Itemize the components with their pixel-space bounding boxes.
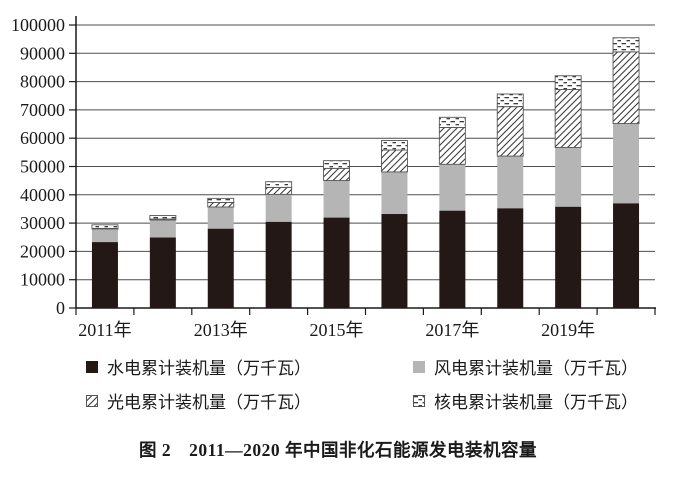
- svg-text:2019年: 2019年: [541, 320, 595, 340]
- figure-caption: 图 2 2011—2020 年中国非化石能源发电装机容量: [138, 440, 538, 460]
- legend-item-nuclear: 核电累计装机量（万千瓦）: [413, 388, 676, 413]
- svg-text:20000: 20000: [20, 241, 65, 261]
- legend-item-wind: 风电累计装机量（万千瓦）: [413, 354, 676, 379]
- svg-text:2015年: 2015年: [310, 320, 364, 340]
- wind-swatch-icon: [413, 360, 425, 373]
- chart-plot-area: 0 10000 20000 30000 40000 50000 60000 70000 8000…: [11, 15, 656, 340]
- svg-text:2013年: 2013年: [194, 320, 248, 340]
- svg-text:2017年: 2017年: [425, 320, 479, 340]
- svg-text:80000: 80000: [20, 72, 65, 92]
- legend-label-hydro: 水电累计装机量（万千瓦）: [107, 359, 311, 378]
- svg-text:100000: 100000: [11, 15, 65, 35]
- svg-text:50000: 50000: [20, 157, 65, 177]
- legend-label-solar: 光电累计装机量（万千瓦）: [107, 393, 311, 412]
- solar-swatch-icon: [86, 394, 98, 407]
- svg-text:0: 0: [56, 298, 65, 318]
- svg-text:40000: 40000: [20, 185, 65, 205]
- svg-text:90000: 90000: [20, 43, 65, 63]
- legend-item-solar: 光电累计装机量（万千瓦）: [86, 388, 413, 413]
- chart-legend: 水电累计装机量（万千瓦） 风电累计装机量（万千瓦） 光电累计装机量（万千瓦） 核…: [0, 354, 676, 413]
- legend-item-hydro: 水电累计装机量（万千瓦）: [86, 354, 413, 379]
- svg-text:10000: 10000: [20, 270, 65, 290]
- svg-text:2011年: 2011年: [78, 320, 131, 340]
- hydro-swatch-icon: [86, 360, 98, 373]
- svg-text:60000: 60000: [20, 128, 65, 148]
- nuclear-swatch-icon: [413, 394, 425, 407]
- stacked-bar-chart: 0 10000 20000 30000 40000 50000 60000 70000 8000…: [11, 15, 656, 340]
- legend-label-nuclear: 核电累计装机量（万千瓦）: [434, 393, 638, 412]
- legend-label-wind: 风电累计装机量（万千瓦）: [434, 359, 638, 378]
- svg-text:30000: 30000: [20, 213, 65, 233]
- svg-text:70000: 70000: [20, 100, 65, 120]
